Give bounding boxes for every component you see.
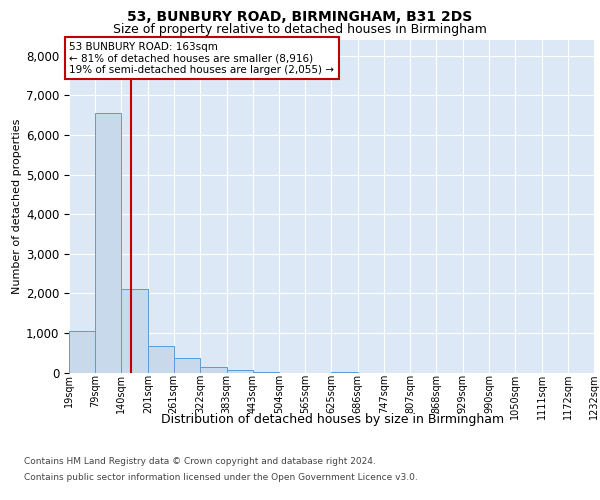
Bar [227,370,253,372]
Bar [95,113,121,372]
Text: Size of property relative to detached houses in Birmingham: Size of property relative to detached ho… [113,22,487,36]
Text: 53 BUNBURY ROAD: 163sqm
← 81% of detached houses are smaller (8,916)
19% of semi: 53 BUNBURY ROAD: 163sqm ← 81% of detache… [70,42,334,75]
Bar [174,358,200,372]
Text: 53, BUNBURY ROAD, BIRMINGHAM, B31 2DS: 53, BUNBURY ROAD, BIRMINGHAM, B31 2DS [127,10,473,24]
Text: Contains public sector information licensed under the Open Government Licence v3: Contains public sector information licen… [24,472,418,482]
Bar [200,367,227,372]
Bar [121,290,148,372]
Text: Contains HM Land Registry data © Crown copyright and database right 2024.: Contains HM Land Registry data © Crown c… [24,458,376,466]
Bar [69,331,95,372]
Bar [148,346,174,372]
Y-axis label: Number of detached properties: Number of detached properties [12,118,22,294]
Text: Distribution of detached houses by size in Birmingham: Distribution of detached houses by size … [161,412,505,426]
